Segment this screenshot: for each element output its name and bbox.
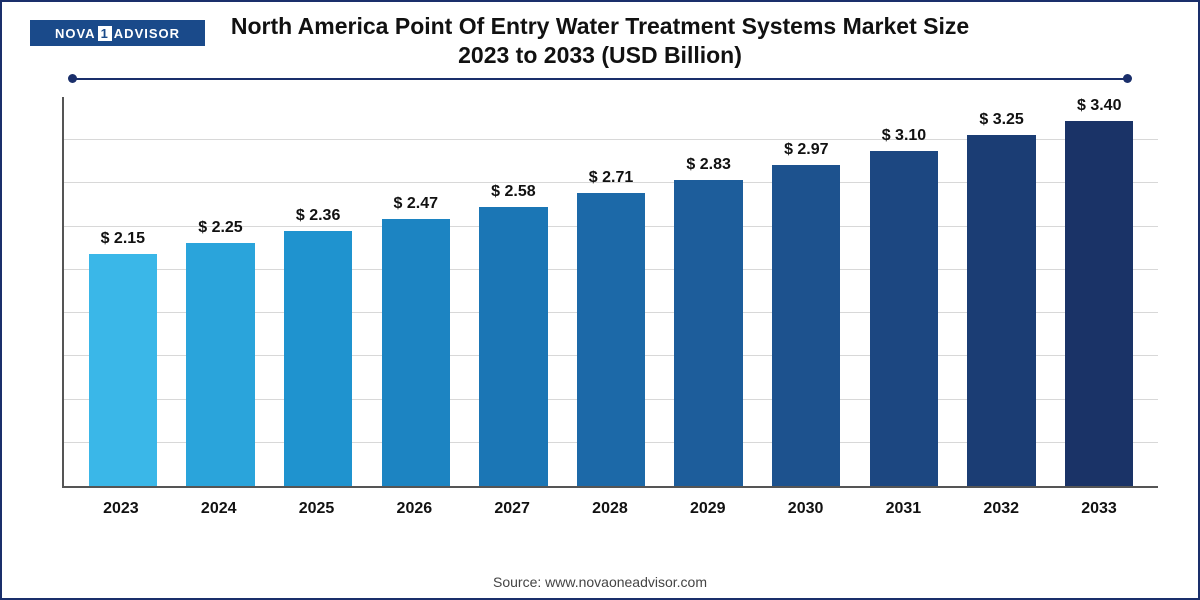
x-axis-label: 2031 bbox=[855, 488, 953, 528]
bar-rect bbox=[870, 151, 938, 486]
underline-line bbox=[72, 78, 1128, 80]
underline-dot-left bbox=[68, 74, 77, 83]
x-axis-label: 2033 bbox=[1050, 488, 1148, 528]
bar-slot: $ 2.15 bbox=[74, 97, 172, 486]
bar-rect bbox=[89, 254, 157, 486]
bar-rect bbox=[577, 193, 645, 486]
bar-value-label: $ 2.83 bbox=[686, 156, 730, 174]
bar-slot: $ 3.25 bbox=[953, 97, 1051, 486]
bar-slot: $ 2.58 bbox=[465, 97, 563, 486]
bar-value-label: $ 2.36 bbox=[296, 207, 340, 225]
bar-value-label: $ 2.15 bbox=[101, 230, 145, 248]
bar-value-label: $ 3.10 bbox=[882, 127, 926, 145]
x-axis-label: 2024 bbox=[170, 488, 268, 528]
bar-rect bbox=[1065, 121, 1133, 486]
chart-frame: NOVA 1 ADVISOR North America Point Of En… bbox=[0, 0, 1200, 600]
chart-title: North America Point Of Entry Water Treat… bbox=[2, 12, 1198, 70]
bar-slot: $ 2.36 bbox=[269, 97, 367, 486]
bar-slot: $ 3.10 bbox=[855, 97, 953, 486]
underline-dot-right bbox=[1123, 74, 1132, 83]
bar-rect bbox=[479, 207, 547, 486]
bar-value-label: $ 2.47 bbox=[394, 195, 438, 213]
x-axis-label: 2023 bbox=[72, 488, 170, 528]
x-axis-label: 2025 bbox=[268, 488, 366, 528]
bar-slot: $ 2.47 bbox=[367, 97, 465, 486]
bar-rect bbox=[674, 180, 742, 486]
x-axis: 2023202420252026202720282029203020312032… bbox=[62, 488, 1158, 528]
plot-region: $ 2.15 $ 2.25 $ 2.36 $ 2.47 $ 2.58 $ 2.71 $ 2.… bbox=[62, 97, 1158, 488]
bar-value-label: $ 2.71 bbox=[589, 169, 633, 187]
chart-area: $ 2.15 $ 2.25 $ 2.36 $ 2.47 $ 2.58 $ 2.71 $ 2.… bbox=[62, 97, 1158, 528]
bar-value-label: $ 2.97 bbox=[784, 141, 828, 159]
x-axis-label: 2028 bbox=[561, 488, 659, 528]
bar-slot: $ 2.25 bbox=[172, 97, 270, 486]
bar-value-label: $ 2.58 bbox=[491, 183, 535, 201]
bar-slot: $ 2.71 bbox=[562, 97, 660, 486]
title-underline bbox=[72, 74, 1128, 84]
bar-rect bbox=[186, 243, 254, 486]
bar-slot: $ 2.83 bbox=[660, 97, 758, 486]
x-axis-label: 2026 bbox=[365, 488, 463, 528]
x-axis-label: 2029 bbox=[659, 488, 757, 528]
bar-slot: $ 2.97 bbox=[757, 97, 855, 486]
bars-container: $ 2.15 $ 2.25 $ 2.36 $ 2.47 $ 2.58 $ 2.71 $ 2.… bbox=[64, 97, 1158, 486]
x-axis-label: 2030 bbox=[757, 488, 855, 528]
bar-rect bbox=[967, 135, 1035, 486]
bar-value-label: $ 3.40 bbox=[1077, 97, 1121, 115]
bar-slot: $ 3.40 bbox=[1050, 97, 1148, 486]
bar-rect bbox=[382, 219, 450, 486]
bar-rect bbox=[772, 165, 840, 486]
source-text: Source: www.novaoneadvisor.com bbox=[2, 574, 1198, 590]
bar-rect bbox=[284, 231, 352, 486]
bar-value-label: $ 2.25 bbox=[198, 219, 242, 237]
x-axis-label: 2032 bbox=[952, 488, 1050, 528]
x-axis-label: 2027 bbox=[463, 488, 561, 528]
bar-value-label: $ 3.25 bbox=[979, 111, 1023, 129]
